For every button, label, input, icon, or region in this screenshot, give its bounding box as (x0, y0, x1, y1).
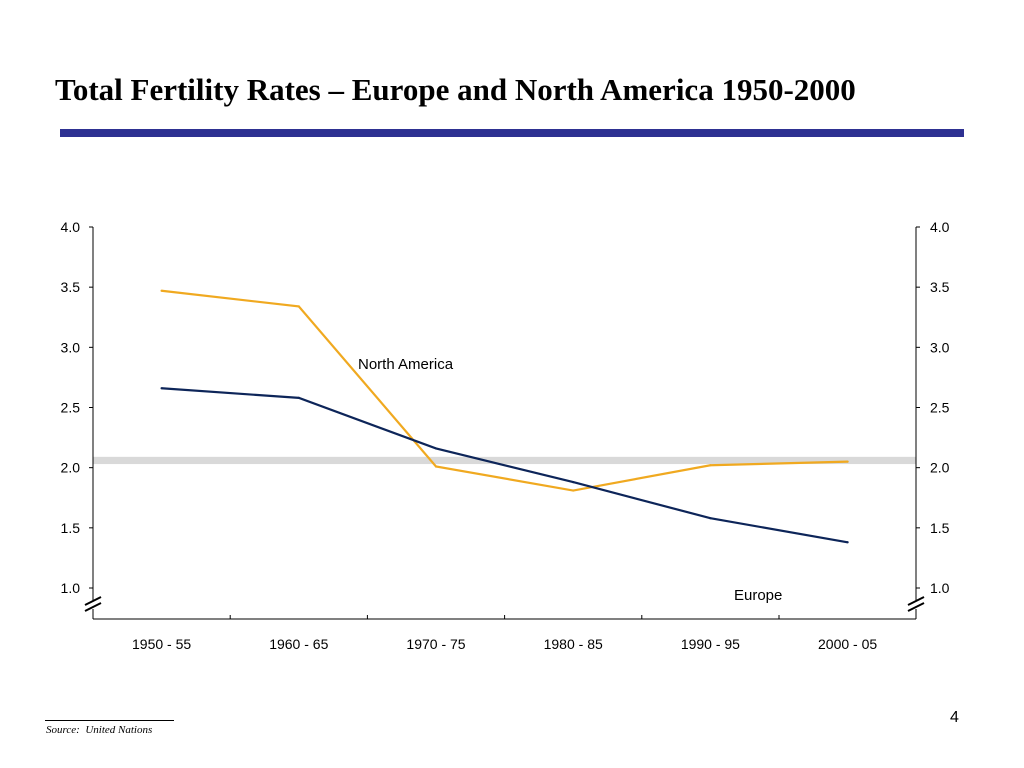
europe-point (297, 396, 300, 399)
left-y-tick-label: 2.5 (61, 400, 81, 416)
left-y-tick-label: 4.0 (61, 219, 81, 235)
left-axis-break-mark (84, 602, 102, 612)
north-america-point (846, 460, 849, 463)
right-y-tick-label: 2.0 (930, 460, 950, 476)
axes-layer (84, 226, 925, 620)
right-y-tick-label: 3.0 (930, 339, 950, 355)
north-america-point (160, 289, 163, 292)
x-tick-label: 1960 - 65 (269, 636, 328, 652)
footnote-rule (45, 720, 174, 721)
europe-point (709, 517, 712, 520)
north-america-point (572, 489, 575, 492)
x-tick-label: 1980 - 85 (544, 636, 603, 652)
x-tick-label: 1990 - 95 (681, 636, 740, 652)
left-y-tick-label: 2.0 (61, 460, 81, 476)
series-layer (160, 289, 849, 544)
right-axis-break-mark (907, 602, 925, 612)
europe-point (846, 541, 849, 544)
x-tick-label: 2000 - 05 (818, 636, 877, 652)
title-rule (60, 129, 964, 137)
labels-layer: 4.0 4.0 3.5 3.5 3.0 3.0 2.5 2.5 2.0 2.0 1.5 1.5 1.0 1… (61, 219, 950, 652)
europe-point (160, 387, 163, 390)
europe-series-label: Europe (734, 587, 782, 604)
reference-band (93, 456, 916, 465)
source-name: United Nations (85, 724, 153, 736)
right-y-tick-label: 4.0 (930, 219, 950, 235)
left-y-tick-label: 3.5 (61, 279, 81, 295)
source-footnote: Source: United Nations (46, 724, 152, 736)
north-america-series-label: North America (358, 356, 454, 373)
source-label: Source: (46, 724, 80, 736)
left-axis-break-mark (84, 596, 102, 606)
page-number: 4 (950, 709, 959, 726)
left-y-tick-label: 3.0 (61, 339, 81, 355)
europe-point (572, 481, 575, 484)
europe-point (434, 447, 438, 450)
left-y-tick-label: 1.0 (61, 580, 81, 596)
reference-band-layer (93, 456, 916, 465)
north-america-point (434, 465, 438, 468)
north-america-point (709, 464, 712, 467)
x-tick-label: 1950 - 55 (132, 636, 191, 652)
europe-line (161, 387, 848, 544)
right-axis-break-mark (907, 596, 925, 606)
right-y-tick-label: 1.0 (930, 580, 950, 596)
north-america-point (297, 305, 300, 308)
x-tick-label: 1970 - 75 (406, 636, 465, 652)
left-y-tick-label: 1.5 (61, 520, 81, 536)
right-y-tick-label: 3.5 (930, 279, 950, 295)
right-y-tick-label: 2.5 (930, 400, 950, 416)
slide-title: Total Fertility Rates – Europe and North… (55, 72, 856, 107)
north-america-line (161, 289, 848, 492)
right-y-tick-label: 1.5 (930, 520, 950, 536)
